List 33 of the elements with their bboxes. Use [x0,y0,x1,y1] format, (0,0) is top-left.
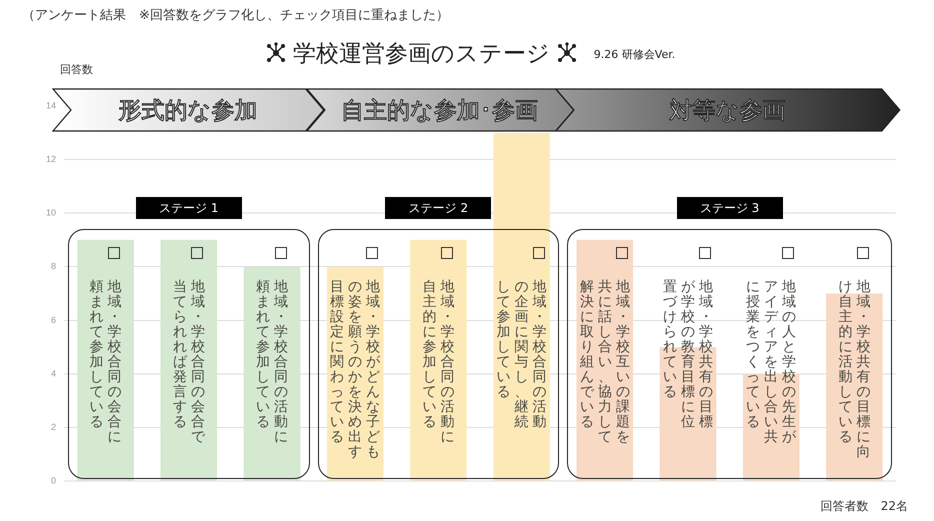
bar [160,240,218,480]
annotation: 自主的な参加･参画 [340,96,539,126]
category-label: 地域・学校共有の目標が学校の教育目標に位置づけられている [663,279,713,430]
y-tick-label: 4 [50,368,56,378]
category-label: 地域・学校合同の活動に自主的に参加している [422,279,454,446]
bar [77,240,134,480]
bar [410,240,467,480]
y-tick-label: 8 [50,261,56,272]
stage-label: ステージ 2 [385,197,492,220]
category-label: 地域・学校合同の活動の企画に関与し、継続して参加している [496,279,547,430]
category-label: 地域の人と学校の先生がアイディアを出し合い共に授業をつくっている [746,279,796,446]
y-tick-label: 0 [50,475,56,486]
annotation: 対等な参画 [668,97,787,126]
y-tick-label: 14 [46,100,56,110]
category-label: 地域・学校互いの課題を共に話し合い、協力して解決に取り組んでいる [580,279,630,446]
chart-subtitle: （アンケート結果 ※回答数をグラフ化し、チェック項目に重ねました） [22,7,449,24]
bar [493,132,550,480]
y-tick-label: 2 [50,422,56,432]
y-tick-label: 10 [46,208,56,218]
stage-label: ステージ 3 [676,197,783,220]
chart-title: 学校運営参画のステージ [292,41,550,67]
category-label: 地域・学校合同の活動に頼まれて参加している [256,279,288,446]
text: 回答者数 22名 [820,498,908,515]
y-axis-title: 回答数 [60,62,93,77]
annotation: 形式的な参加 [118,98,258,124]
stage-label: ステージ 1 [136,197,242,220]
category-label: 地域・学校がどんな子どもの姿を願うのかを決め出す目標設定に関わっている [330,279,380,460]
y-tick-label: 6 [50,314,56,325]
y-tick-label: 12 [46,154,56,164]
text: 9.26 研修会Ver. [594,48,676,61]
category-label: 地域・学校合同の会合に頼まれて参加している [90,279,122,446]
category-label: 地域・学校合同の会合で当てられれば発言する [172,279,205,446]
category-label: 地域・学校共有の目標に向け自主的に活動している [838,279,870,460]
